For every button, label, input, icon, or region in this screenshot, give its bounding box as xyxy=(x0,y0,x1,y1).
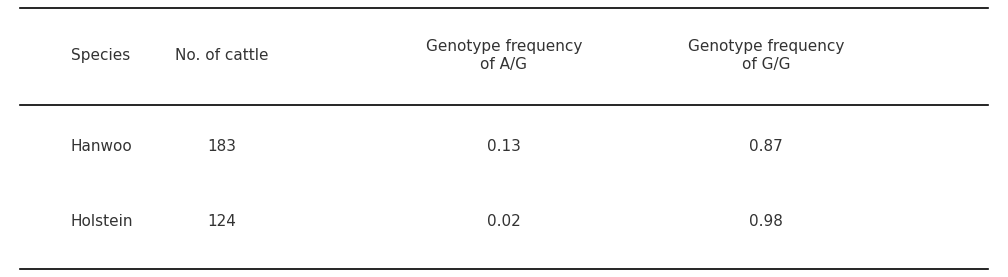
Text: Hanwoo: Hanwoo xyxy=(71,139,132,154)
Text: Genotype frequency
of A/G: Genotype frequency of A/G xyxy=(425,39,583,71)
Text: 0.13: 0.13 xyxy=(487,139,521,154)
Text: 183: 183 xyxy=(208,139,236,154)
Text: 0.87: 0.87 xyxy=(749,139,783,154)
Text: Holstein: Holstein xyxy=(71,214,133,229)
Text: Genotype frequency
of G/G: Genotype frequency of G/G xyxy=(687,39,845,71)
Text: 0.02: 0.02 xyxy=(487,214,521,229)
Text: No. of cattle: No. of cattle xyxy=(175,48,268,63)
Text: 124: 124 xyxy=(208,214,236,229)
Text: Species: Species xyxy=(71,48,130,63)
Text: 0.98: 0.98 xyxy=(749,214,783,229)
